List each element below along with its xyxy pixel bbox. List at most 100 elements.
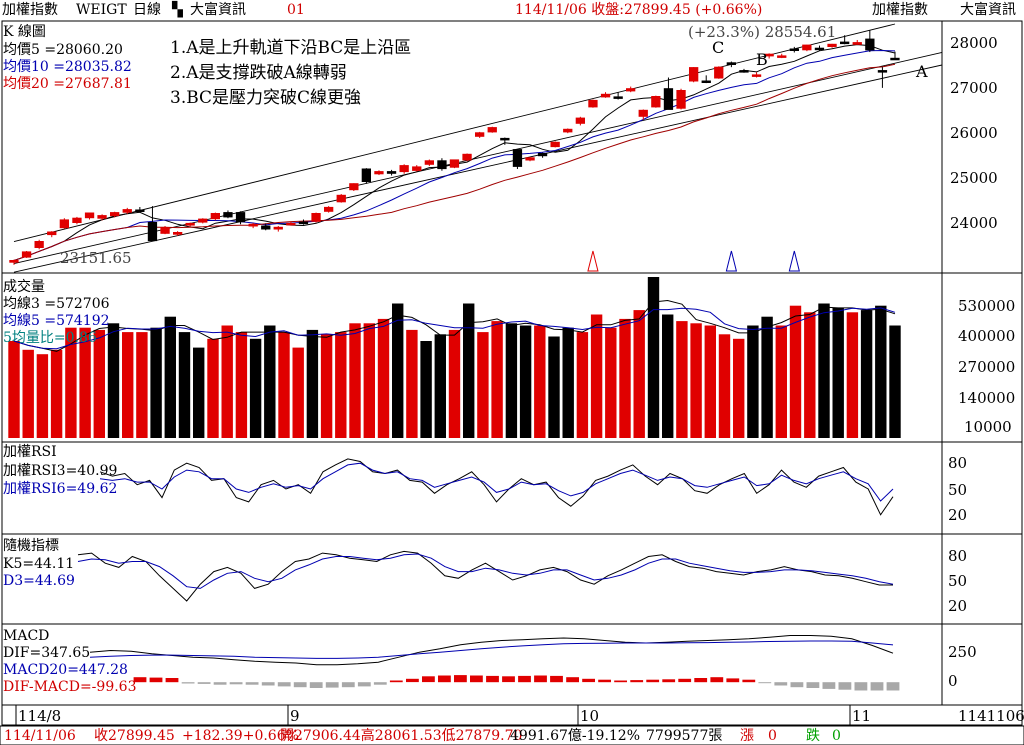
volume-bar — [221, 325, 233, 438]
macd-osc-bar — [389, 680, 403, 683]
k5-line — [77, 550, 893, 602]
macd-osc-bar — [870, 682, 884, 691]
volume-bar — [832, 307, 844, 438]
rsi-rsi13: 加權RSI3=40.99 — [3, 463, 118, 479]
macd-osc-bar — [790, 682, 804, 688]
macd-osc-bar — [470, 675, 483, 683]
volume-bar — [278, 332, 290, 438]
volume-bar — [377, 318, 390, 438]
macd-title: MACD — [3, 628, 50, 644]
volume-bar — [548, 336, 560, 438]
volume-bar — [249, 338, 262, 438]
macd-osc-bar — [534, 675, 547, 683]
candle-body — [336, 194, 346, 203]
volume-bar — [235, 332, 248, 438]
candle-body — [500, 137, 510, 141]
footer-up-label: 漲 — [740, 728, 754, 744]
candle-body — [399, 165, 409, 173]
candle-body — [173, 232, 183, 235]
candle-body — [386, 171, 397, 174]
ma5-line — [13, 44, 896, 261]
volume-bar — [420, 341, 432, 438]
candle-body — [286, 222, 296, 226]
macd-osc-bar — [213, 682, 227, 685]
kd-title: 隨機指標 — [3, 538, 59, 554]
volume-tick: 270000 — [958, 358, 1016, 376]
macd-osc-bar — [518, 675, 531, 683]
macd-osc-bar — [229, 682, 243, 685]
candle-body — [575, 117, 586, 124]
ma20-line — [13, 63, 896, 261]
volume-bar — [136, 332, 148, 438]
volume-bar — [306, 329, 319, 438]
header-period[interactable]: 日線 — [133, 2, 161, 18]
macd-dif-line — [89, 635, 894, 666]
volume-bar — [590, 314, 603, 438]
candle-body — [827, 43, 837, 47]
candle-body — [261, 225, 271, 230]
candle-body — [487, 127, 497, 133]
candle-body — [512, 149, 523, 167]
volume-bar — [761, 316, 773, 438]
volume-bar — [292, 347, 304, 438]
volume-bar — [562, 327, 574, 438]
volume-bar — [320, 334, 333, 438]
candle-body — [424, 160, 435, 165]
grid-icon[interactable]: ▚ — [172, 2, 183, 18]
volume-bar — [491, 321, 503, 438]
volume-bar — [122, 332, 134, 438]
candle-body — [223, 212, 233, 218]
volume-bar — [676, 321, 688, 438]
macd-osc-bar — [582, 678, 595, 683]
candle-body — [877, 70, 888, 73]
volume-bar — [619, 318, 631, 438]
footer-down-label: 跌 — [806, 728, 820, 744]
kd-d3: D3=44.69 — [3, 573, 75, 589]
candle-body — [626, 88, 636, 92]
candle-body — [764, 53, 774, 57]
macd-osc-bar — [742, 679, 756, 683]
macd-macd20-line — [89, 640, 894, 659]
macd-osc-bar — [838, 682, 852, 690]
macd-osc-bar — [277, 682, 291, 687]
header-number: 01 — [287, 2, 305, 18]
candle-body — [97, 215, 107, 219]
header-date-close: 114/11/06 收盤:27899.45 (+0.66%) — [515, 2, 763, 18]
candle-body — [210, 213, 220, 220]
rsi-tick: 20 — [948, 506, 968, 524]
kline-label-a: A — [916, 62, 928, 81]
footer-ohlc: 開27906.44高28061.53低27879.70 — [280, 728, 523, 744]
macd-osc-bar — [197, 682, 211, 684]
candle-body — [600, 93, 611, 98]
candle-body — [21, 251, 32, 258]
header-source: 大富資訊 — [190, 2, 246, 18]
macd-osc-bar — [502, 676, 515, 683]
macd-osc-bar — [422, 676, 435, 683]
macd-osc-bar — [598, 679, 611, 683]
kline-title: K 線圖 — [3, 24, 46, 40]
macd-osc-bar — [710, 677, 724, 683]
macd-osc-bar — [245, 682, 259, 685]
volume-bar — [363, 323, 375, 438]
candle-body — [449, 159, 460, 168]
candle-body — [47, 231, 57, 236]
volume-bar — [50, 349, 63, 438]
volume-bar — [804, 312, 816, 438]
macd-osc-bar — [566, 677, 579, 683]
rsi6-line — [99, 462, 894, 502]
kd-tick: 50 — [948, 572, 968, 590]
candle-body — [751, 74, 762, 77]
volume-bar — [662, 314, 674, 438]
header-title: 加權指數 — [2, 2, 58, 18]
volume-bar — [519, 325, 532, 438]
volume-bar — [93, 329, 105, 438]
volume-bar — [747, 325, 759, 438]
d3-line — [77, 553, 894, 589]
candle-body — [475, 132, 485, 137]
macd-osc-bar — [854, 682, 868, 691]
footer-amount: 4991.67億-19.12% — [510, 728, 641, 744]
kd-tick: 80 — [948, 547, 968, 565]
rsi3-line — [99, 458, 894, 516]
signal-triangle — [587, 250, 599, 272]
candle-body — [525, 157, 535, 161]
